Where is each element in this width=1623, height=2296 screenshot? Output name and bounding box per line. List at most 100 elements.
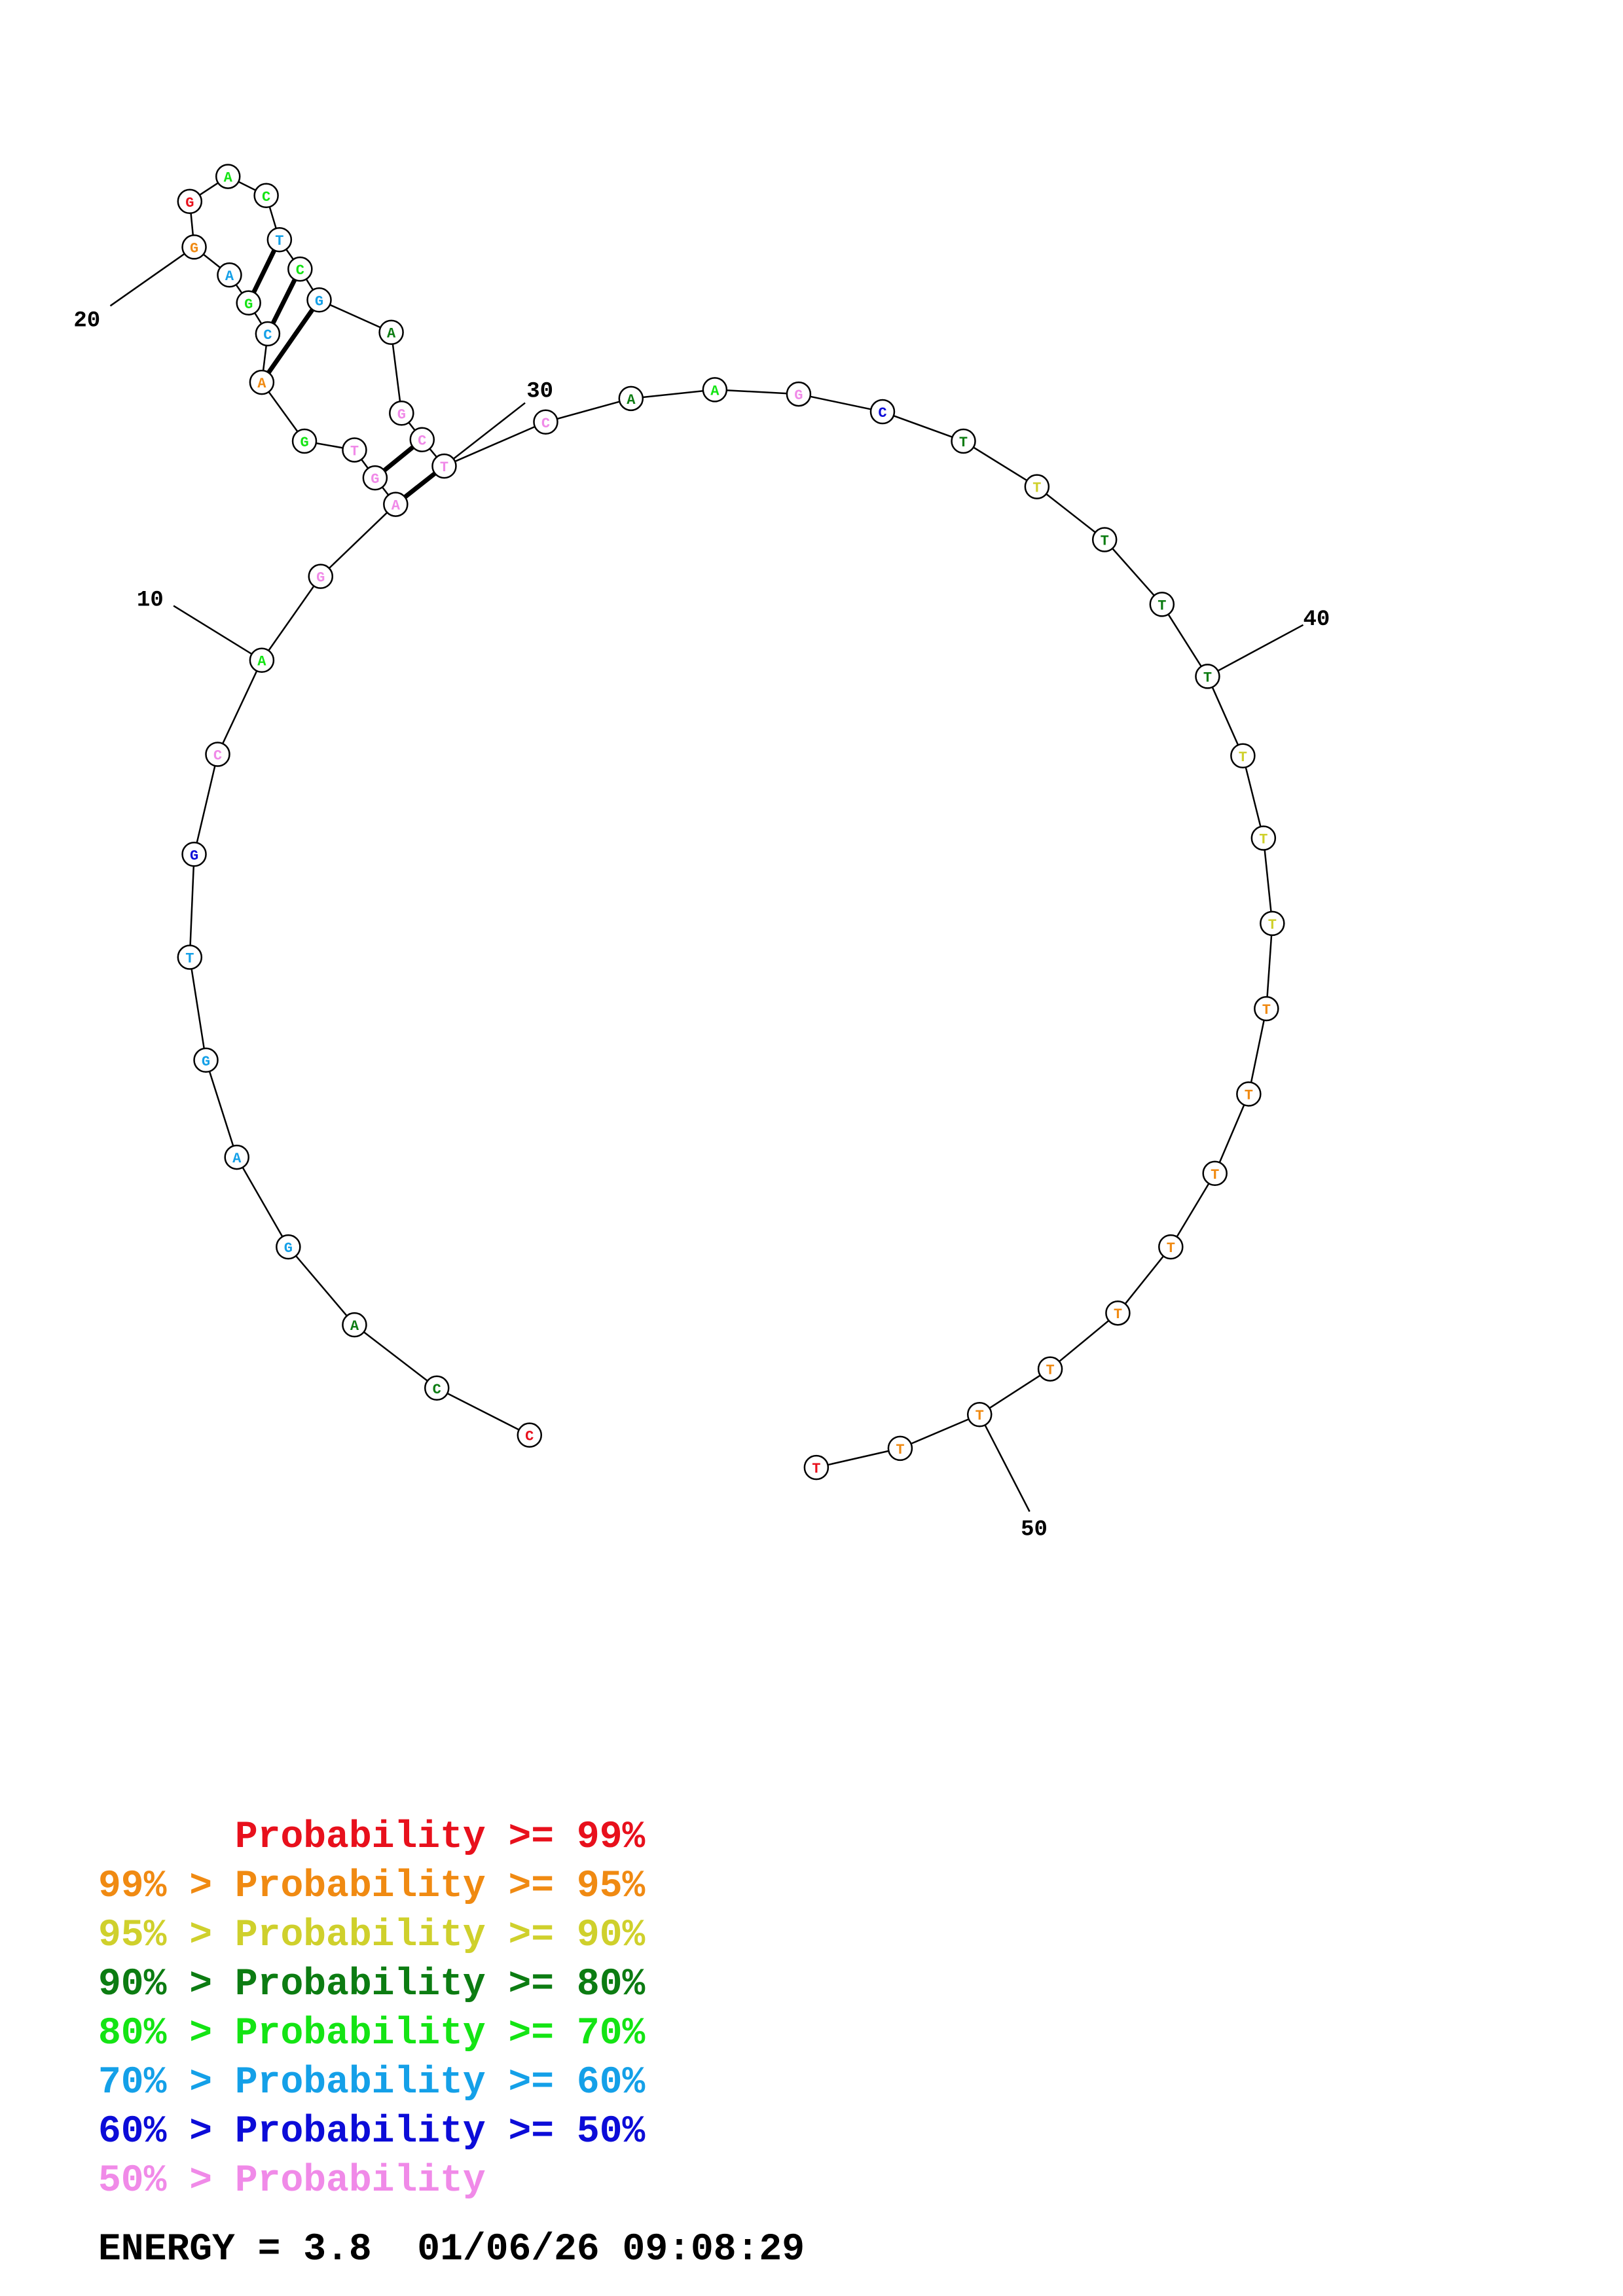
backbone-segment (236, 1157, 289, 1247)
backbone-segment (1266, 923, 1273, 1009)
nucleotide-circle (287, 256, 313, 282)
energy-value: ENERGY = 3.8 (98, 2229, 372, 2271)
nucleotide: C (253, 183, 279, 209)
nucleotide: C (533, 409, 558, 435)
legend-row: 90% > Probability >= 80% (98, 1964, 646, 2006)
nucleotide-letter: T (1032, 480, 1041, 497)
nucleotide: A (249, 369, 275, 395)
nucleotide: A (224, 1144, 249, 1170)
nucleotide-circle (1260, 910, 1285, 937)
nucleotide-circle (1250, 825, 1277, 851)
nucleotide: T (1202, 1160, 1228, 1187)
nucleotide-circle (533, 409, 558, 435)
nucleotide-letter: A (710, 383, 720, 399)
nucleotide-circle (1254, 996, 1279, 1022)
nucleotide: T (431, 453, 457, 479)
nucleotide-circle (786, 381, 812, 407)
nucleotide-circle (215, 164, 241, 189)
backbone-segment (354, 1324, 438, 1389)
nucleotide: C (205, 742, 230, 767)
legend-row: Probability >= 99% (98, 1816, 646, 1859)
nucleotide-circle (887, 1435, 913, 1462)
probability-legend: Probability >= 99% 99% > Probability >= 9… (98, 1813, 645, 2206)
nucleotide-circle (1195, 664, 1220, 689)
nucleotide-circle (266, 226, 293, 253)
nucleotide-letter: T (1239, 749, 1247, 766)
nucleotide-circle (253, 183, 279, 209)
backbone-segment (319, 503, 397, 577)
nucleotide-circle (803, 1454, 830, 1480)
nucleotide-circle (306, 287, 332, 313)
nucleotide-circle (177, 944, 203, 970)
nucleotide-letter: T (1203, 670, 1212, 686)
nucleotide-letter: T (1245, 1087, 1253, 1103)
nucleotide: G (786, 381, 812, 407)
position-label: 40 (1303, 607, 1330, 632)
nucleotide-letter: G (190, 848, 198, 864)
nucleotide: T (177, 944, 203, 970)
nucleotide-letter: C (296, 262, 304, 279)
nucleotide-circle (291, 428, 318, 454)
nucleotide-letter: T (440, 459, 448, 476)
nucleotide-letter: G (284, 1240, 293, 1257)
nucleotide-circle (193, 1047, 219, 1073)
nucleotide-circle (224, 1144, 249, 1170)
nucleotide-circle (1149, 592, 1175, 617)
backbone-segment (189, 957, 207, 1060)
backbone-segment (287, 1246, 356, 1325)
backbone-line (189, 175, 1273, 1469)
nucleotide: C (287, 256, 313, 282)
legend-row: 50% > Probability (98, 2160, 486, 2202)
nucleotide: G (362, 465, 388, 491)
nucleotide-letter: T (1167, 1240, 1175, 1257)
nucleotide: T (803, 1454, 830, 1480)
legend-row: 60% > Probability >= 50% (98, 2111, 646, 2153)
nucleotide-circle (1091, 527, 1118, 552)
backbone-segment (1170, 1173, 1216, 1247)
backbone-segment (443, 421, 546, 467)
base-pair-bond (270, 278, 297, 325)
nucleotide: T (1149, 592, 1175, 617)
nucleotide: T (1254, 996, 1279, 1022)
nucleotide-letter: G (371, 471, 379, 488)
nucleotide: A (217, 262, 242, 288)
nucleotide-letter: G (397, 406, 406, 423)
backbone-segment (979, 1368, 1051, 1416)
nucleotide: C (424, 1375, 450, 1401)
backbone-segment (205, 1060, 238, 1158)
nucleotide-circle (1158, 1234, 1184, 1260)
nucleotide-letter: A (257, 376, 266, 392)
nucleotide: G (177, 188, 203, 215)
nucleotide-circle (869, 399, 896, 425)
nucleotide-circle (181, 234, 207, 260)
nucleotide-circle (276, 1234, 301, 1260)
nucleotide: A (702, 377, 728, 403)
nucleotide-letter: A (392, 498, 401, 514)
nucleotide-circle (409, 427, 435, 452)
nucleotide-circle (618, 386, 644, 412)
nucleotide: T (887, 1435, 913, 1462)
nucleotide: G (181, 842, 207, 867)
nucleotide-circle (181, 842, 207, 867)
nucleotide-letter: G (190, 240, 198, 257)
nucleotide: C (517, 1422, 543, 1448)
backbone-segment (1248, 1008, 1267, 1094)
backbone-segment (319, 299, 392, 333)
nucleotide: G (306, 287, 332, 313)
nucleotide-circle (1202, 1160, 1228, 1187)
legend-row: 95% > Probability >= 90% (98, 1914, 646, 1957)
position-label: 10 (137, 588, 164, 613)
nucleotide: A (215, 164, 241, 189)
nucleotide-circle (255, 321, 281, 347)
nucleotide: C (409, 427, 435, 452)
backbone-segment (798, 393, 883, 413)
nucleotide-circle (702, 377, 728, 403)
nucleotide-letter: C (263, 327, 272, 344)
nucleotide-circle (249, 369, 275, 395)
nucleotide-letter: T (812, 1461, 820, 1477)
backbone-segment (436, 1387, 530, 1436)
nucleotide: T (1037, 1356, 1063, 1382)
nucleotide-letter: T (1046, 1363, 1054, 1379)
